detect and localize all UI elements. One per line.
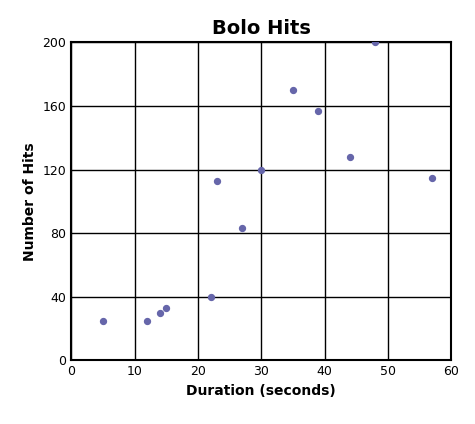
- Point: [156, 310, 164, 316]
- Point: [207, 293, 214, 300]
- X-axis label: Duration (seconds): Duration (seconds): [186, 384, 336, 398]
- Point: [143, 317, 151, 324]
- Point: [238, 225, 246, 232]
- Point: [314, 107, 322, 114]
- Point: [99, 317, 107, 324]
- Point: [289, 86, 297, 93]
- Point: [162, 304, 170, 311]
- Point: [428, 174, 436, 181]
- Title: Bolo Hits: Bolo Hits: [212, 19, 311, 38]
- Point: [213, 177, 221, 184]
- Point: [346, 153, 354, 160]
- Y-axis label: Number of Hits: Number of Hits: [23, 142, 37, 261]
- Point: [371, 39, 379, 46]
- Point: [257, 166, 265, 173]
